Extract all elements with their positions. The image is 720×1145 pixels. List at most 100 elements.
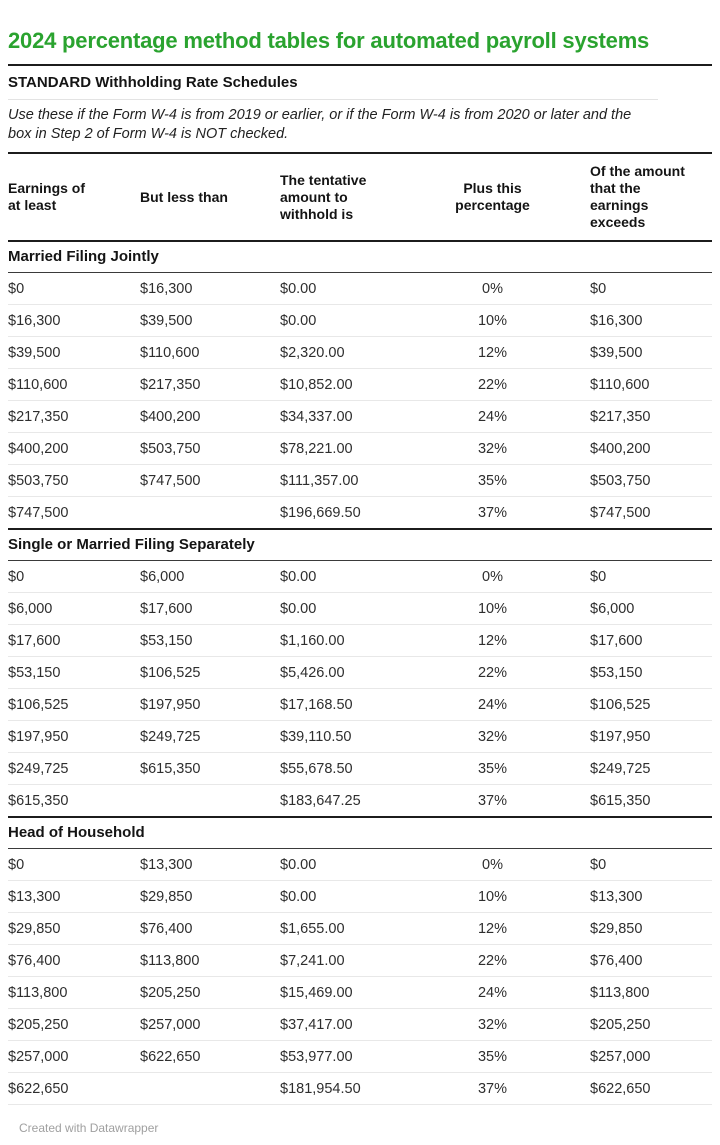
table-cell: 12% <box>430 336 555 369</box>
table-cell: $0 <box>555 560 712 593</box>
table-row: $16,300 $39,500 $0.00 10% $16,300 <box>8 304 712 337</box>
table-cell: $0 <box>8 848 140 881</box>
table-cell: $6,000 <box>555 592 712 625</box>
table-cell: $0.00 <box>280 848 430 881</box>
column-header: Plus this percentage <box>430 153 555 242</box>
table-row: $257,000 $622,650 $53,977.00 35% $257,000 <box>8 1040 712 1073</box>
withholding-table: Earnings of at least But less than The ten… <box>8 152 712 1105</box>
column-header: The tentative amount to withhold is <box>280 153 430 242</box>
table-cell: $13,300 <box>8 880 140 913</box>
table-cell: $257,000 <box>140 1008 280 1041</box>
table-cell: 37% <box>430 784 555 818</box>
table-cell: $53,150 <box>555 656 712 689</box>
table-cell: $217,350 <box>555 400 712 433</box>
table-cell: 12% <box>430 912 555 945</box>
table-row: $0 $6,000 $0.00 0% $0 <box>8 560 712 593</box>
table-cell: $106,525 <box>555 688 712 721</box>
table-cell: $111,357.00 <box>280 464 430 497</box>
section-header-label: Head of Household <box>8 816 712 849</box>
table-body: Married Filing Jointly $0 $16,300 $0.00 0% $0… <box>8 240 712 1105</box>
table-cell: $249,725 <box>140 720 280 753</box>
column-header: Of the amount that the earnings exceeds <box>555 153 712 242</box>
column-header-row: Earnings of at least But less than The ten… <box>8 153 712 242</box>
table-cell: $1,655.00 <box>280 912 430 945</box>
table-row: $0 $13,300 $0.00 0% $0 <box>8 848 712 881</box>
table-row: $400,200 $503,750 $78,221.00 32% $400,200 <box>8 432 712 465</box>
table-cell: $0.00 <box>280 304 430 337</box>
table-cell: $622,650 <box>8 1072 140 1105</box>
column-header: But less than <box>140 153 280 242</box>
table-cell: $0 <box>8 560 140 593</box>
table-row: $106,525 $197,950 $17,168.50 24% $106,525 <box>8 688 712 721</box>
table-cell <box>140 1072 280 1105</box>
table-cell: $2,320.00 <box>280 336 430 369</box>
table-cell: $78,221.00 <box>280 432 430 465</box>
table-row: $205,250 $257,000 $37,417.00 32% $205,250 <box>8 1008 712 1041</box>
table-cell: $55,678.50 <box>280 752 430 785</box>
table-cell <box>140 784 280 818</box>
table-cell: 37% <box>430 496 555 530</box>
table-cell: $622,650 <box>140 1040 280 1073</box>
table-cell: $39,500 <box>140 304 280 337</box>
table-cell: $29,850 <box>140 880 280 913</box>
table-cell: 24% <box>430 400 555 433</box>
table-cell: $110,600 <box>140 336 280 369</box>
table-cell: 35% <box>430 752 555 785</box>
table-cell: 10% <box>430 304 555 337</box>
table-row: $17,600 $53,150 $1,160.00 12% $17,600 <box>8 624 712 657</box>
table-cell: $29,850 <box>555 912 712 945</box>
table-cell: 10% <box>430 592 555 625</box>
table-cell: $196,669.50 <box>280 496 430 530</box>
table-cell: $400,200 <box>8 432 140 465</box>
table-cell: 0% <box>430 272 555 305</box>
table-cell: $503,750 <box>555 464 712 497</box>
table-row: $113,800 $205,250 $15,469.00 24% $113,800 <box>8 976 712 1009</box>
table-cell: $110,600 <box>8 368 140 401</box>
table-cell: $217,350 <box>8 400 140 433</box>
table-cell: $10,852.00 <box>280 368 430 401</box>
table-row: $39,500 $110,600 $2,320.00 12% $39,500 <box>8 336 712 369</box>
table-row: $747,500 $196,669.50 37% $747,500 <box>8 496 712 530</box>
table-cell <box>140 496 280 530</box>
table-cell: $76,400 <box>555 944 712 977</box>
table-cell: 22% <box>430 944 555 977</box>
table-cell: $37,417.00 <box>280 1008 430 1041</box>
table-cell: $17,168.50 <box>280 688 430 721</box>
table-cell: $106,525 <box>140 656 280 689</box>
table-cell: $503,750 <box>8 464 140 497</box>
table-row: $615,350 $183,647.25 37% $615,350 <box>8 784 712 818</box>
datawrapper-attribution-link[interactable]: Created with Datawrapper <box>19 1121 159 1135</box>
table-row: $0 $16,300 $0.00 0% $0 <box>8 272 712 305</box>
table-cell: $113,800 <box>555 976 712 1009</box>
table-cell: $34,337.00 <box>280 400 430 433</box>
table-cell: $197,950 <box>555 720 712 753</box>
table-cell: $257,000 <box>555 1040 712 1073</box>
column-header: Earnings of at least <box>8 153 140 242</box>
table-cell: $1,160.00 <box>280 624 430 657</box>
table-cell: $16,300 <box>555 304 712 337</box>
table-row: $249,725 $615,350 $55,678.50 35% $249,725 <box>8 752 712 785</box>
table-row: $6,000 $17,600 $0.00 10% $6,000 <box>8 592 712 625</box>
table-cell: 0% <box>430 560 555 593</box>
table-row: $13,300 $29,850 $0.00 10% $13,300 <box>8 880 712 913</box>
table-cell: $747,500 <box>8 496 140 530</box>
table-cell: $0 <box>555 272 712 305</box>
table-cell: $400,200 <box>555 432 712 465</box>
table-subtitle: STANDARD Withholding Rate Schedules <box>8 64 712 99</box>
chart-title: 2024 percentage method tables for automa… <box>8 28 650 53</box>
table-cell: 35% <box>430 1040 555 1073</box>
table-cell: $17,600 <box>140 592 280 625</box>
table-cell: $503,750 <box>140 432 280 465</box>
table-cell: $76,400 <box>8 944 140 977</box>
table-cell: $205,250 <box>8 1008 140 1041</box>
table-cell: $0.00 <box>280 560 430 593</box>
table-cell: $183,647.25 <box>280 784 430 818</box>
table-row: $53,150 $106,525 $5,426.00 22% $53,150 <box>8 656 712 689</box>
table-cell: 12% <box>430 624 555 657</box>
table-cell: $16,300 <box>8 304 140 337</box>
table-cell: 0% <box>430 848 555 881</box>
table-cell: 24% <box>430 688 555 721</box>
table-header: Earnings of at least But less than The ten… <box>8 153 712 242</box>
table-row: $217,350 $400,200 $34,337.00 24% $217,350 <box>8 400 712 433</box>
table-cell: 35% <box>430 464 555 497</box>
